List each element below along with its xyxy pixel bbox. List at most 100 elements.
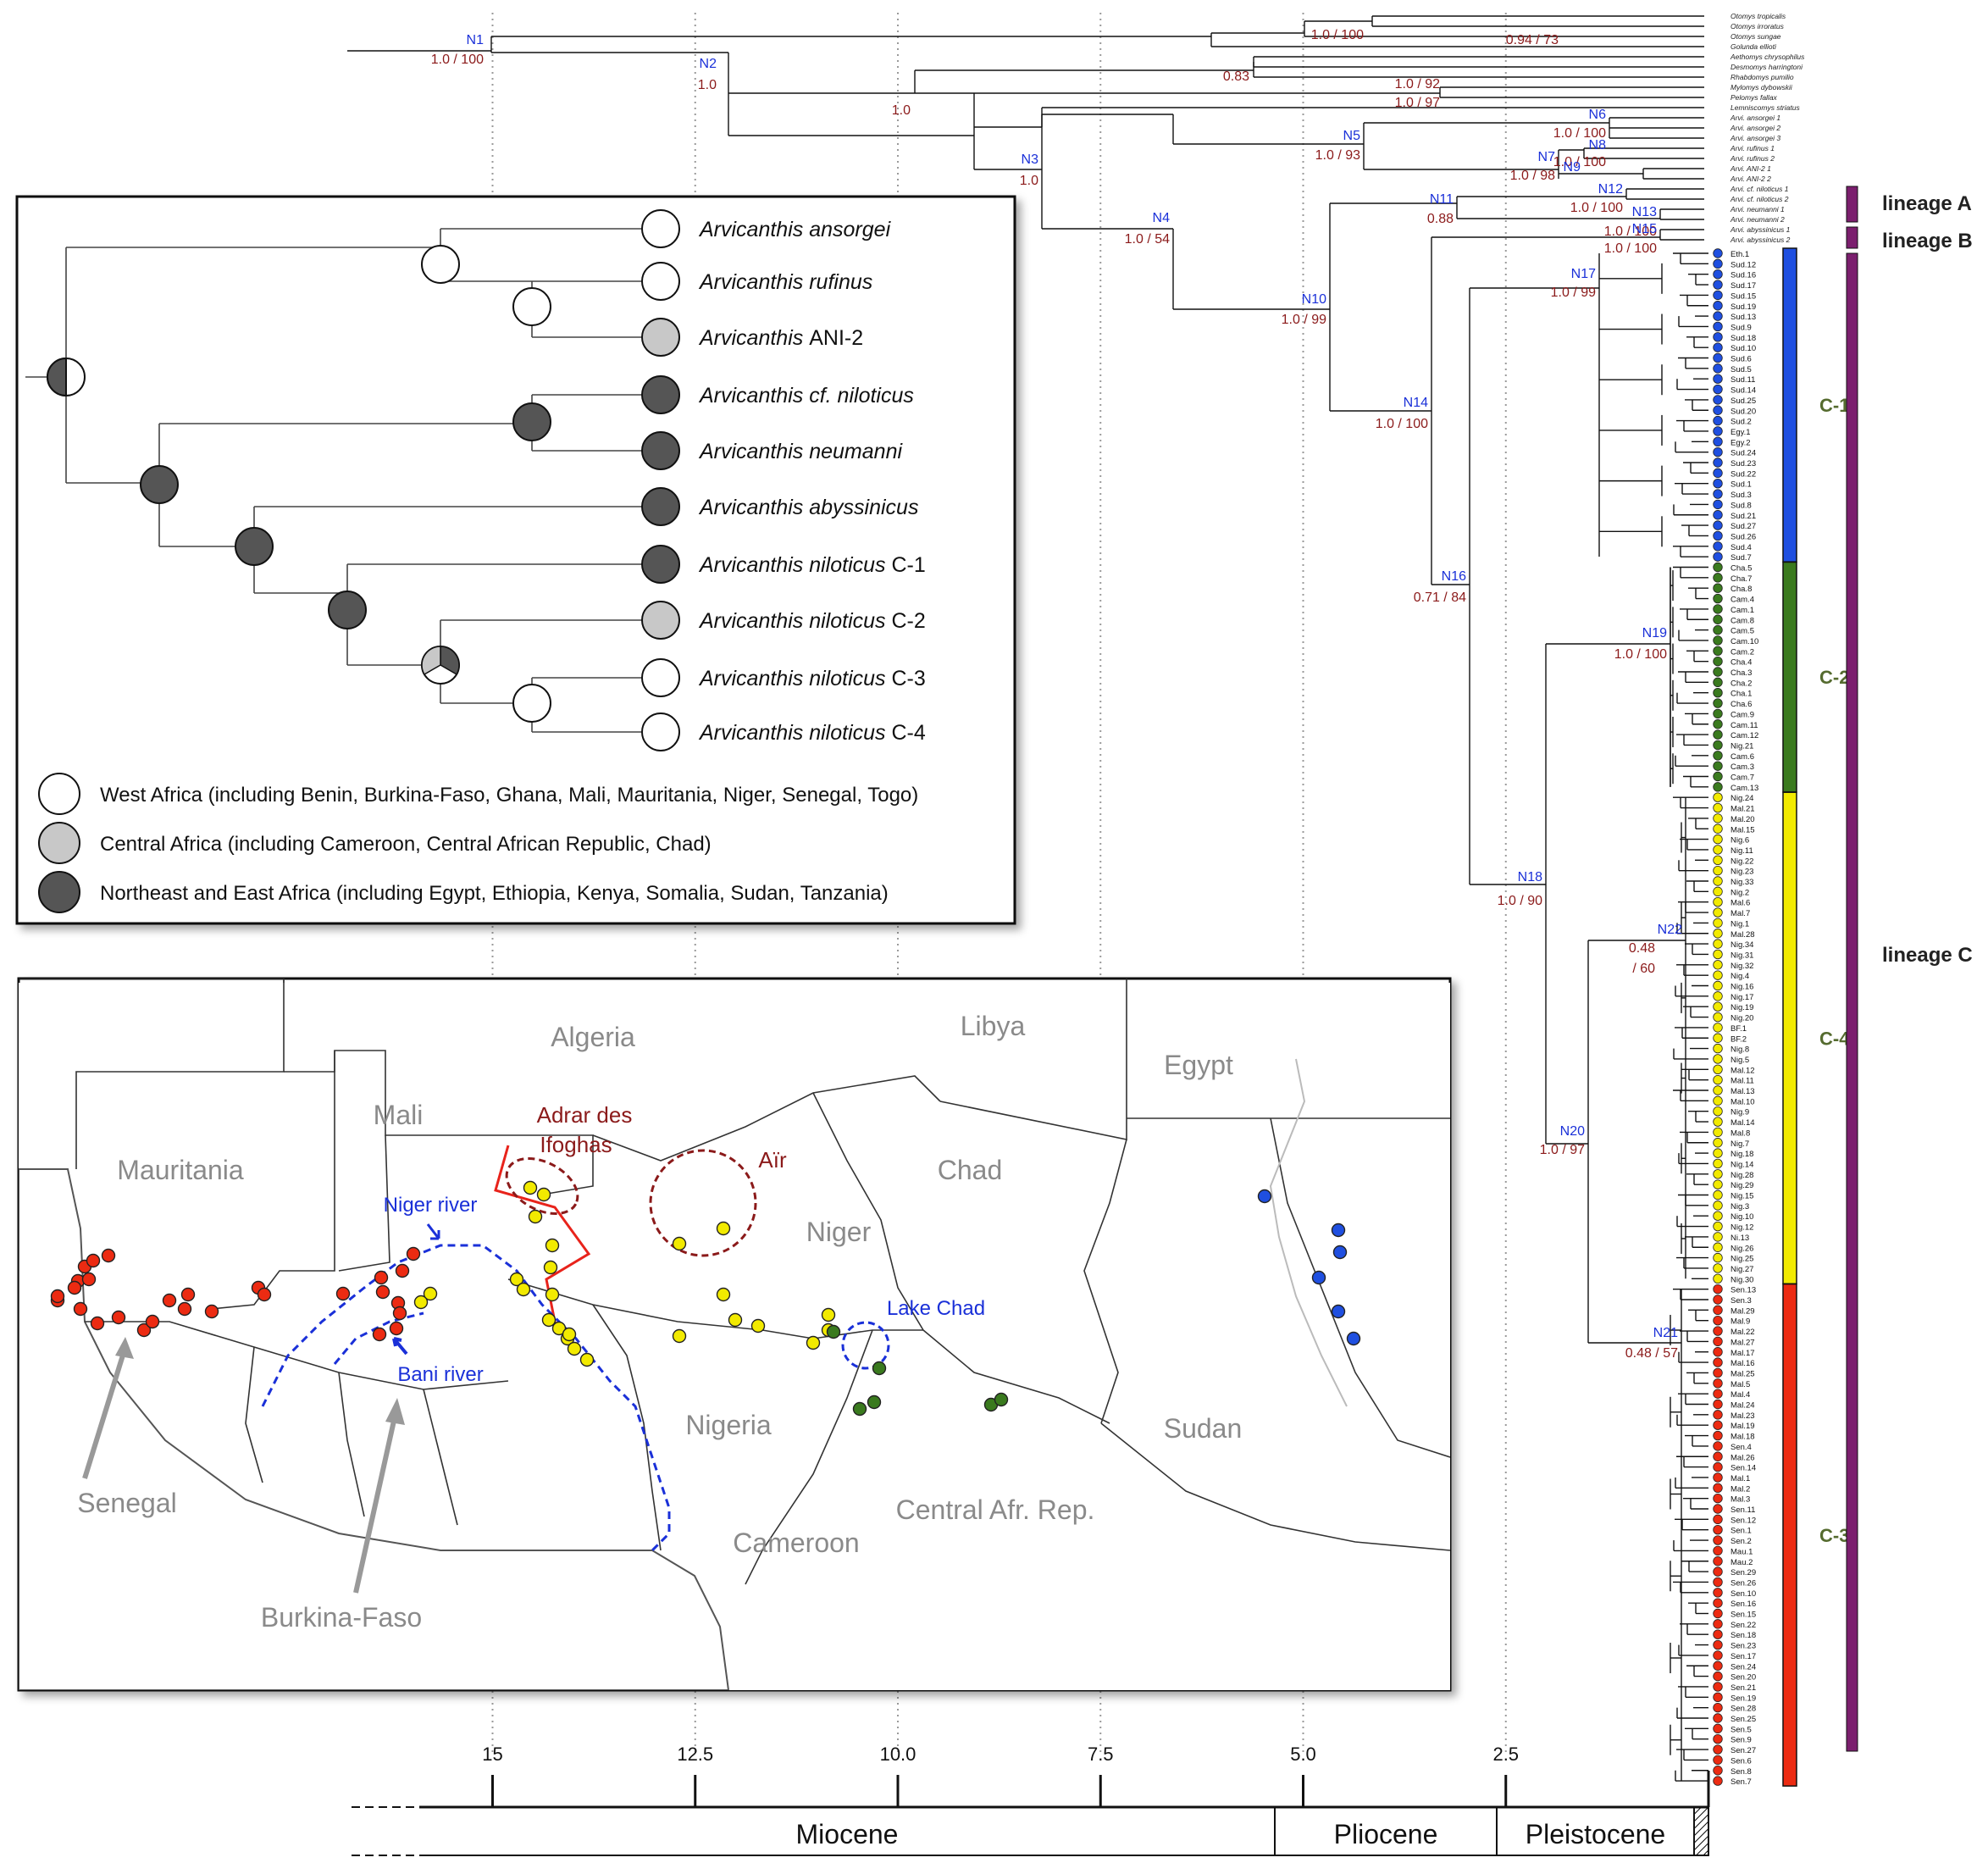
tip-label: Nig.22	[1731, 857, 1753, 866]
country-label: Egypt	[1164, 1050, 1233, 1080]
tip-marker	[1713, 1713, 1723, 1723]
tip-label: Arvi. abyssinicus 2	[1730, 236, 1791, 244]
tip-label: Sen.20	[1731, 1673, 1756, 1683]
tip-label: Arvi. ANI-2 1	[1730, 164, 1771, 173]
inset-tip-circle	[641, 658, 680, 697]
tip-label: Cam.5	[1731, 627, 1754, 636]
epithet: abyssinicus	[809, 496, 918, 519]
tip-marker	[1713, 751, 1723, 761]
tip-label: Arvi. cf. niloticus 2	[1730, 195, 1789, 203]
inset-species-label: Arvicanthis rufinus	[698, 270, 872, 294]
tip-marker	[1713, 865, 1723, 876]
tip-label: Mal.16	[1731, 1359, 1755, 1368]
tip-marker	[1713, 1347, 1723, 1357]
country-border	[592, 1304, 662, 1551]
sample-point-blue	[1331, 1223, 1346, 1238]
sample-point-green	[852, 1401, 867, 1417]
tip-marker	[1713, 1430, 1723, 1441]
tip-marker	[1713, 1420, 1723, 1430]
country-label: Chad	[938, 1155, 1003, 1185]
tip-label: Pelomys fallax	[1731, 93, 1778, 102]
sample-point-red	[67, 1280, 82, 1295]
tip-marker	[1713, 1733, 1723, 1744]
country-border	[592, 1075, 941, 1162]
tip-label: Mal.7	[1731, 909, 1750, 918]
sample-point-green	[872, 1361, 887, 1376]
tip-marker	[1713, 991, 1723, 1001]
tip-marker	[1713, 614, 1723, 624]
tip-marker	[1713, 1556, 1723, 1566]
node-id-label: N18	[1518, 870, 1542, 884]
tip-marker	[1713, 1148, 1723, 1158]
tip-label: Sen.16	[1731, 1600, 1756, 1609]
tip-marker	[1713, 342, 1723, 352]
tip-marker	[1713, 583, 1723, 593]
country-border	[75, 979, 285, 1169]
tip-marker	[1713, 1064, 1723, 1075]
tip-marker	[1713, 384, 1723, 395]
tip-label: Mal.13	[1731, 1087, 1755, 1096]
tip-marker	[1713, 1682, 1723, 1692]
tip-marker	[1713, 1692, 1723, 1703]
adrar-circle	[505, 1156, 579, 1216]
tip-label: Sen.11	[1731, 1505, 1755, 1515]
node-id-label: N6	[1589, 108, 1607, 122]
sample-point-red	[395, 1263, 410, 1278]
sample-point-red	[257, 1287, 272, 1302]
tip-marker	[1713, 1461, 1723, 1472]
ancestral-area-inset	[15, 195, 1016, 925]
tip-label: Mal.3	[1731, 1495, 1750, 1505]
tip-label: Mal.15	[1731, 825, 1755, 834]
country-border	[211, 1051, 335, 1310]
tip-label: Nig.29	[1731, 1181, 1753, 1190]
tip-label: Nig.17	[1731, 993, 1753, 1002]
tip-label: Cam.4	[1731, 596, 1754, 605]
clade-bar-C-3	[1782, 1283, 1797, 1787]
country-label: Libya	[961, 1011, 1026, 1041]
support-label: 1.0 / 100	[1311, 28, 1364, 42]
tip-label: Mal.25	[1731, 1369, 1755, 1378]
node-id-label: N3	[1022, 152, 1039, 167]
tip-marker	[1713, 1001, 1723, 1012]
tip-marker	[1713, 1158, 1723, 1169]
tip-label: Sud.3	[1731, 491, 1752, 500]
tip-marker	[1713, 604, 1723, 614]
country-label: Mali	[374, 1100, 424, 1130]
tip-label: Nig.8	[1731, 1045, 1749, 1055]
tip-label: Nig.10	[1731, 1212, 1753, 1222]
lineage-bar	[1846, 226, 1858, 249]
tip-marker	[1713, 1588, 1723, 1598]
sample-point-red	[374, 1270, 389, 1285]
tip-marker	[1713, 656, 1723, 667]
tip-label: Mal.24	[1731, 1401, 1755, 1411]
legend-swatch	[38, 773, 80, 815]
tip-marker	[1713, 719, 1723, 729]
country-border	[338, 1134, 390, 1272]
tip-marker	[1713, 782, 1723, 792]
epithet: niloticus	[809, 667, 891, 690]
tip-label: Mal.27	[1731, 1338, 1755, 1347]
sample-point-red	[180, 1287, 196, 1302]
genus: Arvicanthis	[698, 721, 809, 745]
tip-marker	[1713, 1545, 1723, 1556]
sample-point-red	[406, 1246, 421, 1261]
genus: Arvicanthis	[698, 667, 809, 690]
node-id-label: N8	[1589, 138, 1607, 152]
tip-marker	[1713, 1598, 1723, 1608]
tip-marker	[1713, 677, 1723, 688]
tip-label: Cha.4	[1731, 658, 1752, 668]
tip-label: Sen.17	[1731, 1652, 1756, 1661]
lake-chad-circle	[841, 1321, 890, 1370]
node-id-label: N14	[1404, 396, 1428, 410]
sample-point-yellow	[750, 1318, 766, 1333]
lineage-label: lineage A	[1882, 192, 1972, 215]
tip-label: Mal.14	[1731, 1118, 1755, 1128]
tip-marker	[1713, 1776, 1723, 1786]
tip-label: Sen.28	[1731, 1705, 1756, 1714]
clade-label: C-1	[1819, 395, 1849, 416]
tip-label: Mal.17	[1731, 1349, 1755, 1358]
epithet: rufinus	[809, 270, 872, 294]
tip-label: Cam.13	[1731, 784, 1758, 793]
tip-label: Sen.1	[1731, 1527, 1752, 1536]
tip-marker	[1713, 708, 1723, 719]
